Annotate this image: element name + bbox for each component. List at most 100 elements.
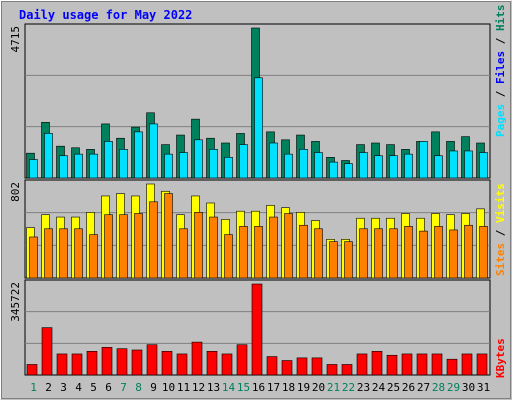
bar-sites-day-16 bbox=[254, 226, 263, 279]
x-tick-label: 29 bbox=[447, 381, 460, 394]
bar-sites-day-19 bbox=[299, 224, 308, 279]
bar-kbytes-day-22 bbox=[341, 364, 353, 376]
bar-pages-day-26 bbox=[404, 153, 413, 179]
bar-sites-day-4 bbox=[74, 228, 83, 279]
bar-pages-day-17 bbox=[269, 142, 278, 179]
legend-panel-1: Pages / Files / Hits bbox=[494, 5, 507, 138]
bar-pages-day-20 bbox=[314, 152, 323, 179]
bar-sites-day-12 bbox=[194, 212, 203, 279]
bar-pages-day-14 bbox=[224, 157, 233, 179]
y-max-label-3: 345722 bbox=[9, 282, 22, 322]
bar-kbytes-day-20 bbox=[311, 357, 323, 376]
bar-pages-day-18 bbox=[284, 153, 293, 179]
x-tick-label: 16 bbox=[252, 381, 265, 394]
bar-pages-day-9 bbox=[149, 123, 158, 179]
chart-frame bbox=[1, 1, 511, 399]
bar-kbytes-day-5 bbox=[86, 351, 98, 376]
x-tick-label: 2 bbox=[45, 381, 52, 394]
bar-pages-day-8 bbox=[134, 131, 143, 179]
bar-sites-day-11 bbox=[179, 228, 188, 279]
bar-sites-day-27 bbox=[419, 230, 428, 279]
bar-kbytes-day-13 bbox=[206, 351, 218, 376]
x-tick-label: 28 bbox=[432, 381, 445, 394]
bar-kbytes-day-18 bbox=[281, 360, 293, 376]
bar-kbytes-day-19 bbox=[296, 357, 308, 376]
chart-title: Daily usage for May 2022 bbox=[19, 8, 192, 22]
bar-pages-day-15 bbox=[239, 144, 248, 179]
bar-sites-day-6 bbox=[104, 214, 113, 279]
legend-panel-3: KBytes bbox=[494, 338, 507, 378]
bar-pages-day-24 bbox=[374, 155, 383, 179]
bar-kbytes-day-21 bbox=[326, 364, 338, 376]
bar-sites-day-13 bbox=[209, 216, 218, 279]
x-tick-label: 31 bbox=[477, 381, 490, 394]
x-tick-label: 30 bbox=[462, 381, 475, 394]
bar-sites-day-31 bbox=[479, 226, 488, 279]
bar-pages-day-11 bbox=[179, 152, 188, 179]
bar-kbytes-day-30 bbox=[461, 353, 473, 376]
bar-sites-day-22 bbox=[344, 241, 353, 279]
bar-pages-day-12 bbox=[194, 139, 203, 179]
x-tick-label: 14 bbox=[222, 381, 236, 394]
bar-kbytes-day-31 bbox=[476, 353, 488, 376]
x-tick-label: 24 bbox=[372, 381, 386, 394]
x-tick-label: 15 bbox=[237, 381, 250, 394]
bar-kbytes-day-14 bbox=[221, 353, 233, 376]
bar-kbytes-day-7 bbox=[116, 348, 128, 376]
bar-pages-day-22 bbox=[344, 163, 353, 179]
x-tick-label: 10 bbox=[162, 381, 175, 394]
bar-sites-day-7 bbox=[119, 214, 128, 279]
x-tick-label: 1 bbox=[30, 381, 37, 394]
x-tick-label: 21 bbox=[327, 381, 340, 394]
x-tick-label: 25 bbox=[387, 381, 400, 394]
bar-pages-day-19 bbox=[299, 149, 308, 179]
x-tick-label: 26 bbox=[402, 381, 415, 394]
bar-sites-day-17 bbox=[269, 216, 278, 279]
legend-entry: KBytes bbox=[494, 338, 507, 378]
bar-kbytes-day-1 bbox=[26, 364, 38, 376]
bar-pages-day-16 bbox=[254, 77, 263, 179]
bar-sites-day-30 bbox=[464, 224, 473, 279]
x-tick-label: 7 bbox=[120, 381, 127, 394]
bar-pages-day-29 bbox=[449, 150, 458, 179]
bar-pages-day-4 bbox=[74, 153, 83, 179]
legend-entry: Hits bbox=[494, 5, 507, 32]
bar-kbytes-day-26 bbox=[401, 353, 413, 376]
bar-pages-day-7 bbox=[119, 149, 128, 179]
bar-sites-day-18 bbox=[284, 213, 293, 279]
bar-sites-day-14 bbox=[224, 234, 233, 279]
bar-sites-day-29 bbox=[449, 229, 458, 279]
bar-pages-day-3 bbox=[59, 155, 68, 179]
legend-entry: Files bbox=[494, 51, 507, 84]
bar-pages-day-21 bbox=[329, 161, 338, 179]
bar-kbytes-day-10 bbox=[161, 351, 173, 376]
bar-pages-day-25 bbox=[389, 155, 398, 179]
legend-entry: Pages bbox=[494, 104, 507, 137]
bar-kbytes-day-4 bbox=[71, 353, 83, 376]
bar-kbytes-day-2 bbox=[41, 327, 53, 376]
bar-sites-day-26 bbox=[404, 226, 413, 279]
x-tick-label: 17 bbox=[267, 381, 280, 394]
x-tick-label: 13 bbox=[207, 381, 220, 394]
bar-kbytes-day-6 bbox=[101, 347, 113, 376]
bar-kbytes-day-15 bbox=[236, 344, 248, 376]
y-max-label-2: 802 bbox=[9, 182, 22, 202]
x-tick-label: 5 bbox=[90, 381, 97, 394]
bar-pages-day-23 bbox=[359, 152, 368, 179]
bar-sites-day-20 bbox=[314, 228, 323, 279]
bar-kbytes-day-23 bbox=[356, 353, 368, 376]
legend-entry: Sites bbox=[494, 243, 507, 276]
bar-kbytes-day-17 bbox=[266, 356, 278, 376]
bar-pages-day-2 bbox=[44, 133, 53, 179]
bar-pages-day-10 bbox=[164, 153, 173, 179]
legend-entry: Visits bbox=[494, 183, 507, 223]
x-tick-label: 23 bbox=[357, 381, 370, 394]
bar-pages-day-30 bbox=[464, 150, 473, 179]
bar-sites-day-3 bbox=[59, 228, 68, 279]
x-tick-label: 20 bbox=[312, 381, 325, 394]
bar-pages-day-31 bbox=[479, 152, 488, 179]
bar-kbytes-day-27 bbox=[416, 353, 428, 376]
x-tick-label: 12 bbox=[192, 381, 205, 394]
